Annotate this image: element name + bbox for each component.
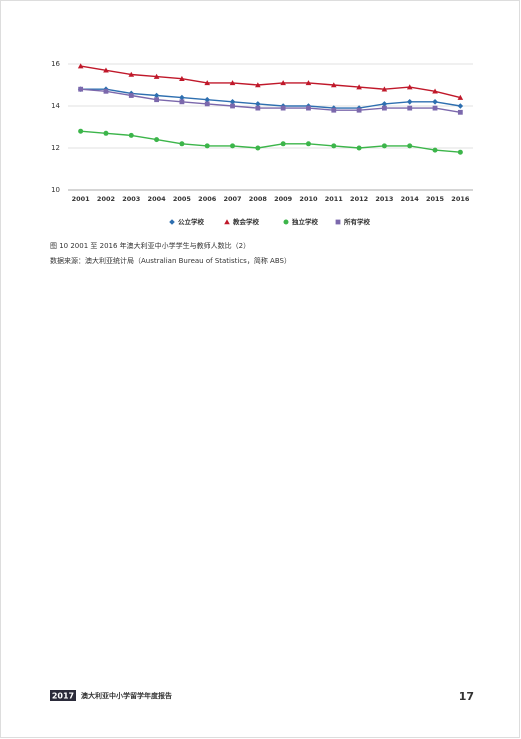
- series-line: [80, 130, 461, 153]
- x-tick-label: 2003: [122, 195, 140, 203]
- series-line: [80, 88, 461, 109]
- data-point: [179, 141, 185, 147]
- data-point: [306, 105, 311, 111]
- data-point: [305, 141, 311, 147]
- x-tick-label: 2016: [451, 195, 470, 203]
- y-tick-label: 12: [51, 144, 60, 152]
- data-point: [204, 96, 211, 103]
- x-tick-label: 2006: [198, 195, 217, 203]
- x-tick-label: 2001: [72, 195, 91, 203]
- data-point: [457, 109, 463, 115]
- x-tick-label: 2005: [173, 195, 192, 203]
- x-tick-label: 2009: [274, 195, 293, 203]
- x-tick-label: 2015: [426, 195, 445, 203]
- data-point: [229, 99, 236, 105]
- data-point: [204, 101, 210, 107]
- legend-marker: [335, 219, 341, 225]
- data-point: [457, 94, 464, 100]
- data-point: [204, 143, 210, 149]
- y-tick-label: 16: [51, 60, 60, 68]
- data-point: [230, 143, 236, 149]
- data-point: [356, 107, 362, 113]
- data-point: [179, 94, 185, 101]
- data-point: [179, 75, 185, 81]
- data-point: [331, 107, 337, 113]
- data-point: [103, 130, 109, 136]
- data-point: [331, 143, 337, 149]
- page-number: 17: [459, 690, 474, 703]
- data-point: [407, 105, 413, 111]
- data-point: [77, 63, 84, 69]
- data-point: [330, 82, 337, 88]
- data-point: [103, 67, 109, 73]
- data-point: [356, 145, 362, 151]
- footer-year: 2017: [52, 692, 74, 701]
- x-tick-label: 2004: [148, 195, 167, 203]
- data-point: [407, 143, 413, 149]
- legend-marker: [283, 219, 289, 225]
- data-point: [229, 80, 236, 86]
- legend-marker: [169, 219, 175, 225]
- data-point: [432, 99, 438, 105]
- legend-label: 独立学校: [292, 217, 319, 226]
- series-line: [80, 88, 461, 113]
- legend-label: 所有学校: [344, 217, 371, 226]
- y-tick-label: 10: [51, 186, 60, 194]
- data-point: [128, 132, 134, 138]
- data-point: [78, 86, 84, 92]
- x-tick-label: 2008: [249, 195, 268, 203]
- x-tick-label: 2011: [325, 195, 344, 203]
- x-tick-label: 2002: [97, 195, 115, 203]
- data-point: [457, 103, 464, 109]
- data-point: [204, 80, 211, 86]
- legend-marker: [224, 219, 230, 225]
- data-point: [356, 84, 362, 90]
- legend-label: 教会学校: [232, 217, 260, 226]
- data-point: [153, 92, 160, 99]
- caption: 图 10 2001 至 2016 年澳大利亚中小学学生与教师人数比（2）: [50, 241, 250, 250]
- data-point: [381, 143, 387, 149]
- x-tick-label: 2010: [299, 195, 318, 203]
- data-point: [255, 145, 261, 151]
- x-tick-label: 2014: [401, 195, 420, 203]
- data-point: [154, 97, 159, 103]
- year-box: [50, 690, 76, 701]
- data-point: [153, 73, 160, 79]
- x-tick-label: 2012: [350, 195, 368, 203]
- data-point: [406, 99, 413, 105]
- data-point: [103, 88, 109, 94]
- data-point: [406, 84, 413, 90]
- data-point: [154, 137, 160, 143]
- series-line: [80, 65, 461, 99]
- data-point: [280, 105, 286, 111]
- data-point: [432, 147, 438, 153]
- data-point: [128, 71, 135, 77]
- footer-title: 澳大利亚中小学留学年度报告: [81, 691, 172, 700]
- legend-label: 公立学校: [178, 217, 205, 226]
- data-point: [457, 149, 463, 155]
- data-point: [230, 103, 235, 109]
- data-point: [280, 141, 286, 147]
- data-point: [432, 105, 438, 111]
- data-point: [382, 105, 387, 111]
- data-point: [381, 86, 388, 92]
- data-point: [179, 99, 185, 105]
- data-point: [432, 88, 438, 94]
- y-tick-label: 14: [51, 102, 60, 110]
- data-point: [128, 93, 134, 98]
- x-tick-label: 2007: [223, 195, 241, 203]
- data-point: [255, 105, 261, 111]
- data-point: [381, 101, 388, 107]
- source: 数据来源：澳大利亚统计局（Australian Bureau of Statis…: [50, 256, 291, 265]
- data-point: [255, 82, 261, 88]
- data-point: [78, 128, 84, 134]
- data-point: [280, 80, 286, 86]
- data-point: [305, 80, 312, 86]
- data-point: [255, 101, 261, 107]
- x-tick-label: 2013: [375, 195, 393, 203]
